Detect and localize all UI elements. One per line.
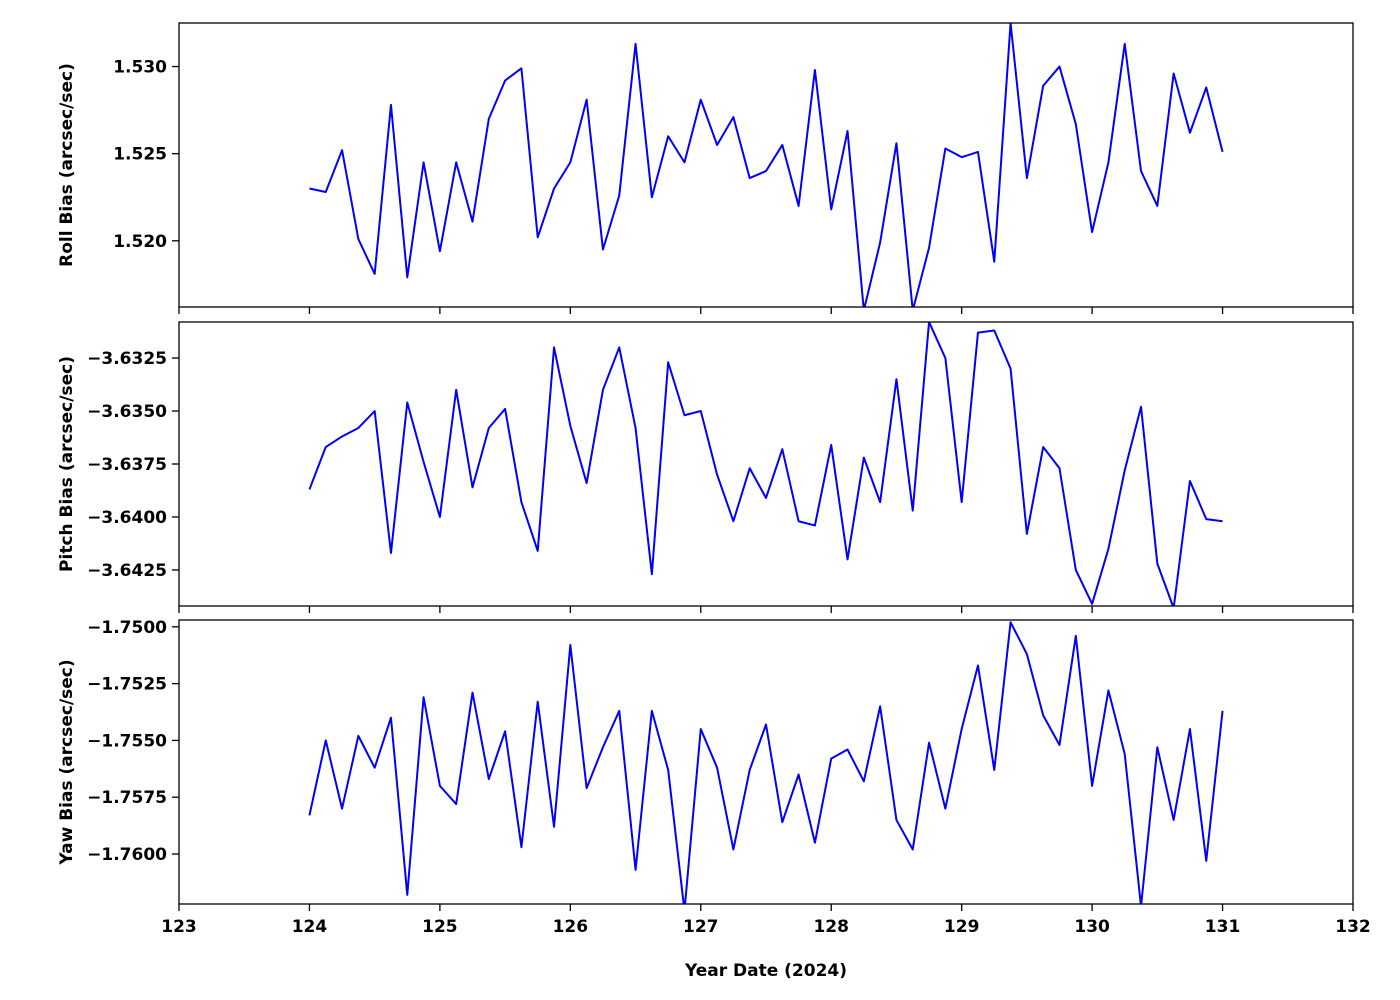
axes-frame bbox=[178, 22, 1354, 308]
y-tick-label: −3.6400 bbox=[87, 508, 167, 528]
y-tick-label: −1.7500 bbox=[87, 618, 167, 638]
x-axis-label: Year Date (2024) bbox=[684, 961, 847, 981]
x-tick-label: 126 bbox=[553, 917, 589, 937]
data-line bbox=[308, 322, 1223, 606]
x-tick-label: 127 bbox=[683, 917, 719, 937]
y-axis-label: Yaw Bias (arcsec/sec) bbox=[57, 659, 77, 865]
axes-frame bbox=[178, 321, 1354, 607]
data-line bbox=[309, 23, 1224, 307]
y-tick-label: −3.6350 bbox=[87, 402, 167, 422]
x-tick-label: 124 bbox=[292, 917, 328, 937]
subplot: −3.6425 −3.6400 −3.6375 −3.6350 −3.6325 Pitch… bbox=[57, 321, 1354, 613]
y-tick-label: 1.520 bbox=[113, 232, 167, 252]
y-axis-label: Roll Bias (arcsec/sec) bbox=[57, 63, 77, 267]
y-tick-label: 1.530 bbox=[113, 58, 167, 78]
y-axis-label: Pitch Bias (arcsec/sec) bbox=[57, 356, 77, 572]
y-tick-label: −3.6375 bbox=[87, 455, 167, 475]
data-line bbox=[308, 621, 1224, 904]
y-tick-label: −1.7575 bbox=[87, 788, 167, 808]
subplot: 1.520 1.525 1.530 Roll Bias (arcsec/sec) bbox=[57, 22, 1354, 314]
y-tick-label: −1.7600 bbox=[87, 845, 167, 865]
x-tick-label: 129 bbox=[944, 917, 980, 937]
y-tick-label: 1.525 bbox=[113, 145, 167, 165]
y-tick-label: −1.7550 bbox=[87, 731, 167, 751]
x-tick-label: 131 bbox=[1205, 917, 1241, 937]
x-tick-label: 128 bbox=[813, 917, 849, 937]
x-tick-label: 125 bbox=[422, 917, 458, 937]
x-tick-label: 130 bbox=[1074, 917, 1110, 937]
x-tick-label: 123 bbox=[161, 917, 197, 937]
y-tick-label: −3.6325 bbox=[87, 349, 167, 369]
x-tick-label: 132 bbox=[1335, 917, 1371, 937]
y-tick-label: −3.6425 bbox=[87, 561, 167, 581]
y-tick-label: −1.7525 bbox=[87, 675, 167, 695]
subplot: −1.7600 −1.7575 −1.7550 −1.7525 −1.7500 123 12… bbox=[57, 618, 1371, 981]
axes-frame bbox=[178, 619, 1354, 905]
